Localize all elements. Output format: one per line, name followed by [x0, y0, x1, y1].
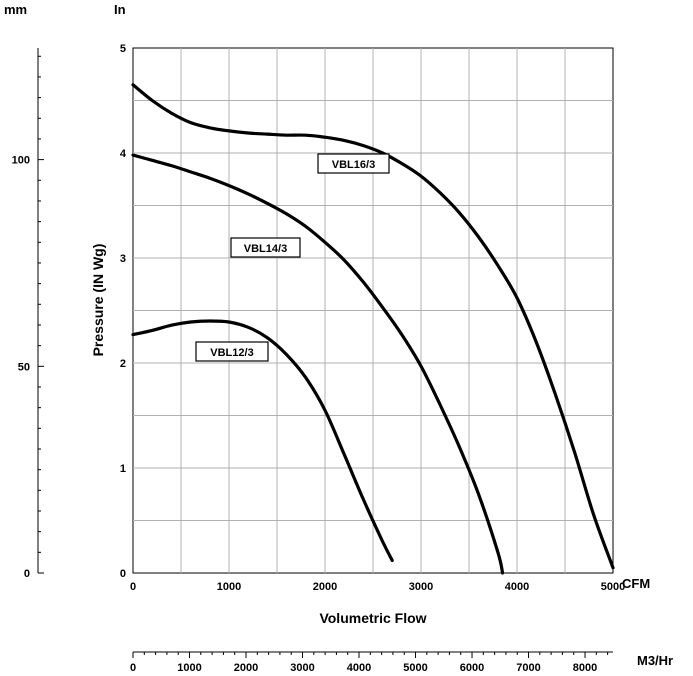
m3hr-tick-label: 5000	[403, 662, 427, 674]
series-label-vbl16: VBL16/3	[317, 153, 390, 174]
series-label-vbl12: VBL12/3	[195, 341, 269, 362]
y-tick-label: 5	[120, 43, 126, 55]
m3hr-axis: 0 1000 2000 3000 4000 5000 6000 7000 8000	[130, 652, 609, 674]
m3hr-tick-label: 8000	[573, 662, 597, 674]
y-tick-label: 0	[120, 568, 126, 580]
series-line-vbl14-3	[131, 153, 505, 575]
series-line-vbl12-3	[131, 319, 394, 562]
mm-tick-label: 50	[18, 361, 30, 373]
y-tick-label: 4	[120, 148, 127, 160]
x-tick-label: 3000	[409, 581, 433, 593]
y-tick-label: 3	[120, 253, 126, 265]
mm-tick-label: 100	[12, 155, 30, 167]
m3hr-tick-label: 2000	[234, 662, 258, 674]
mm-unit-label: mm	[4, 2, 27, 17]
y-axis-title: Pressure (IN Wg)	[90, 244, 106, 357]
m3hr-tick-label: 6000	[460, 662, 484, 674]
m3hr-unit-label: M3/Hr	[637, 653, 673, 668]
m3hr-tick-label: 1000	[177, 662, 201, 674]
x-tick-label: 1000	[217, 581, 241, 593]
inch-unit-label: In	[114, 2, 126, 17]
m3hr-tick-label: 7000	[516, 662, 540, 674]
x-tick-label: 4000	[505, 581, 529, 593]
x-tick-label: 5000	[601, 581, 625, 593]
mm-axis: 0 50 100	[12, 55, 44, 580]
mm-tick-label: 0	[24, 568, 30, 580]
series-label-vbl16-text: VBL16/3	[332, 159, 375, 171]
series-curves	[131, 83, 615, 575]
grid-lines	[133, 48, 613, 573]
y-tick-label: 1	[120, 463, 126, 475]
x-axis-title: Volumetric Flow	[319, 610, 426, 626]
series-label-vbl14-text: VBL14/3	[244, 243, 287, 255]
y-tick-label: 2	[120, 358, 126, 370]
m3hr-tick-label: 3000	[290, 662, 314, 674]
tick-labels: 0 1000 2000 3000 4000 5000 0 1 2 3 4 5	[120, 43, 625, 593]
series-line-vbl16-3	[131, 83, 615, 570]
series-label-vbl14: VBL14/3	[230, 237, 301, 258]
m3hr-tick-label: 0	[130, 662, 136, 674]
x-tick-label: 2000	[313, 581, 337, 593]
cfm-unit-label: CFM	[622, 576, 650, 591]
m3hr-tick-label: 4000	[347, 662, 371, 674]
series-label-vbl12-text: VBL12/3	[210, 347, 253, 359]
x-tick-label: 0	[130, 581, 136, 593]
